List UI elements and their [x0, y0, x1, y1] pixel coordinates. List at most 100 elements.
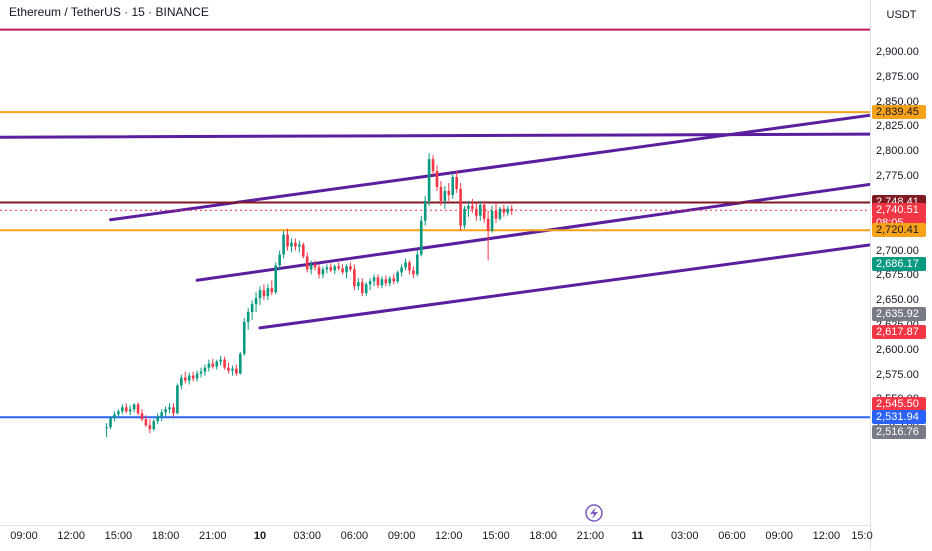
- candle-body[interactable]: [309, 264, 313, 270]
- price-label-badge[interactable]: 2,686.17: [872, 257, 926, 272]
- candle-body[interactable]: [278, 254, 281, 266]
- candle-body[interactable]: [376, 277, 380, 286]
- price-label-badge[interactable]: 2,545.50: [872, 396, 926, 411]
- candle-body[interactable]: [416, 254, 419, 275]
- candle-body[interactable]: [313, 264, 317, 268]
- candle-body[interactable]: [325, 267, 329, 270]
- candle-body[interactable]: [408, 262, 411, 271]
- candle-body[interactable]: [195, 373, 199, 379]
- candle-body[interactable]: [121, 407, 124, 412]
- candle-body[interactable]: [274, 265, 278, 293]
- candle-body[interactable]: [105, 427, 108, 429]
- candle-body[interactable]: [124, 407, 128, 412]
- trend-line[interactable]: [109, 112, 870, 222]
- candle-body[interactable]: [486, 218, 490, 231]
- candle-body[interactable]: [246, 312, 250, 322]
- candle-body[interactable]: [494, 210, 498, 219]
- candle-body[interactable]: [439, 186, 443, 201]
- candle-body[interactable]: [117, 411, 120, 415]
- candle-body[interactable]: [506, 208, 510, 213]
- candle-body[interactable]: [156, 416, 160, 422]
- price-label-badge[interactable]: 2,635.92: [872, 307, 926, 322]
- candle-body[interactable]: [223, 359, 226, 368]
- candle-body[interactable]: [164, 409, 167, 413]
- candle-body[interactable]: [270, 288, 274, 293]
- candle-body[interactable]: [250, 304, 254, 313]
- candle-body[interactable]: [180, 377, 183, 386]
- price-label-badge[interactable]: 2,617.87: [872, 325, 926, 339]
- candle-body[interactable]: [239, 353, 242, 374]
- candle-body[interactable]: [333, 266, 337, 271]
- candle-body[interactable]: [321, 269, 325, 275]
- candle-body[interactable]: [380, 279, 384, 286]
- candle-body[interactable]: [353, 269, 356, 287]
- candle-body[interactable]: [423, 200, 427, 221]
- candle-body[interactable]: [254, 298, 258, 305]
- candle-body[interactable]: [305, 256, 309, 270]
- candle-body[interactable]: [113, 414, 116, 419]
- candle-body[interactable]: [455, 177, 458, 189]
- candle-body[interactable]: [490, 210, 494, 231]
- candle-body[interactable]: [341, 268, 344, 273]
- candle-body[interactable]: [168, 407, 171, 410]
- candle-body[interactable]: [459, 188, 462, 226]
- trend-line[interactable]: [195, 168, 870, 282]
- candle-body[interactable]: [298, 244, 301, 247]
- candle-body[interactable]: [510, 208, 514, 211]
- candle-body[interactable]: [400, 267, 403, 273]
- candle-body[interactable]: [266, 288, 270, 297]
- price-label-badge[interactable]: 2,740.51: [872, 203, 926, 218]
- candle-body[interactable]: [427, 159, 431, 201]
- candle-body[interactable]: [286, 234, 289, 247]
- candle-body[interactable]: [384, 279, 388, 284]
- candle-body[interactable]: [262, 290, 266, 297]
- candle-body[interactable]: [447, 190, 451, 195]
- candle-body[interactable]: [219, 359, 222, 362]
- candle-body[interactable]: [360, 282, 364, 294]
- candle-body[interactable]: [128, 409, 132, 412]
- candle-body[interactable]: [463, 208, 466, 226]
- candle-body[interactable]: [242, 321, 246, 354]
- candle-body[interactable]: [443, 190, 447, 201]
- candle-body[interactable]: [136, 404, 140, 414]
- candle-body[interactable]: [471, 205, 474, 209]
- candle-body[interactable]: [290, 242, 293, 247]
- currency-label[interactable]: USDT: [870, 0, 932, 30]
- candle-body[interactable]: [211, 363, 215, 367]
- price-label-badge[interactable]: 2,839.45: [872, 105, 926, 120]
- candle-body[interactable]: [451, 177, 455, 195]
- candle-body[interactable]: [364, 284, 368, 294]
- time-axis[interactable]: [0, 525, 870, 551]
- price-label-badge[interactable]: 2,531.94: [872, 410, 926, 425]
- trend-line[interactable]: [0, 132, 870, 139]
- candle-body[interactable]: [235, 368, 238, 374]
- candle-body[interactable]: [140, 413, 144, 420]
- lightning-icon[interactable]: [585, 504, 603, 522]
- candle-body[interactable]: [176, 385, 179, 414]
- candle-body[interactable]: [144, 419, 148, 426]
- candle-body[interactable]: [227, 367, 230, 371]
- candle-body[interactable]: [478, 204, 482, 216]
- candle-body[interactable]: [199, 371, 203, 374]
- candle-body[interactable]: [301, 244, 305, 257]
- candle-body[interactable]: [337, 266, 340, 269]
- candle-body[interactable]: [396, 272, 399, 282]
- candle-body[interactable]: [132, 404, 136, 410]
- candle-body[interactable]: [368, 281, 372, 285]
- price-label-badge[interactable]: 2,516.76: [872, 425, 926, 440]
- candle-body[interactable]: [404, 262, 407, 268]
- candle-body[interactable]: [148, 425, 152, 430]
- candle-body[interactable]: [109, 418, 112, 428]
- candle-body[interactable]: [183, 377, 187, 381]
- price-label-badge[interactable]: 2,720.41: [872, 223, 926, 238]
- candle-body[interactable]: [392, 278, 396, 282]
- candle-body[interactable]: [207, 363, 211, 368]
- price-axis[interactable]: [870, 0, 932, 550]
- candle-body[interactable]: [431, 159, 435, 172]
- candle-body[interactable]: [258, 290, 262, 299]
- candle-body[interactable]: [187, 375, 191, 381]
- candle-body[interactable]: [388, 278, 392, 284]
- candle-body[interactable]: [215, 361, 219, 367]
- candle-body[interactable]: [482, 204, 486, 219]
- candle-body[interactable]: [475, 208, 478, 216]
